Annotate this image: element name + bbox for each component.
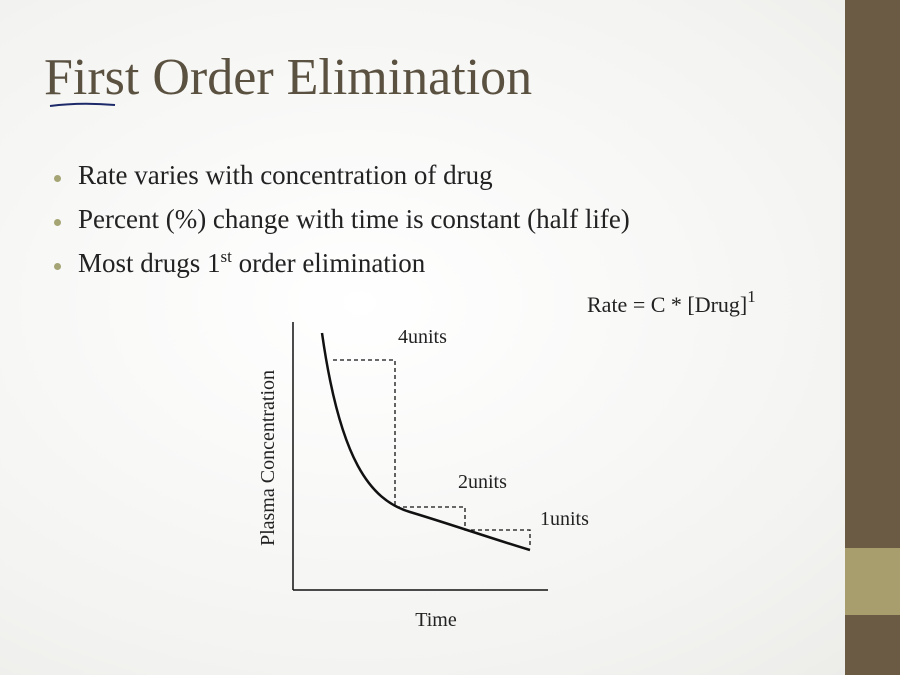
slide-title: First Order Elimination	[44, 49, 533, 106]
y-axis-label: Plasma Concentration	[257, 370, 279, 546]
bullet-text: Most drugs 1st order elimination	[78, 248, 425, 279]
formula-text: Rate = C * [Drug]	[587, 292, 748, 317]
underline-mark	[49, 102, 116, 107]
half-life-steps	[333, 359, 531, 548]
sidebar-accent	[845, 548, 900, 615]
bullet-dot	[54, 263, 61, 270]
decay-curve	[320, 332, 531, 552]
x-axis-label: Time	[415, 609, 457, 631]
bullet-dot	[54, 175, 61, 182]
bullet-dot	[54, 219, 61, 226]
bullet-text: Percent (%) change with time is constant…	[78, 204, 630, 234]
superscript: st	[220, 247, 232, 266]
bullet-text: Rate varies with concentration of drug	[78, 160, 493, 190]
step-label: 1units	[540, 508, 589, 530]
step-label: 2units	[458, 471, 507, 493]
superscript: 1	[747, 287, 756, 306]
step-label: 4units	[398, 326, 447, 348]
text: order elimination	[231, 248, 426, 278]
text: Most drugs 1	[78, 248, 221, 278]
formula: Rate = C * [Drug]1	[587, 288, 756, 318]
